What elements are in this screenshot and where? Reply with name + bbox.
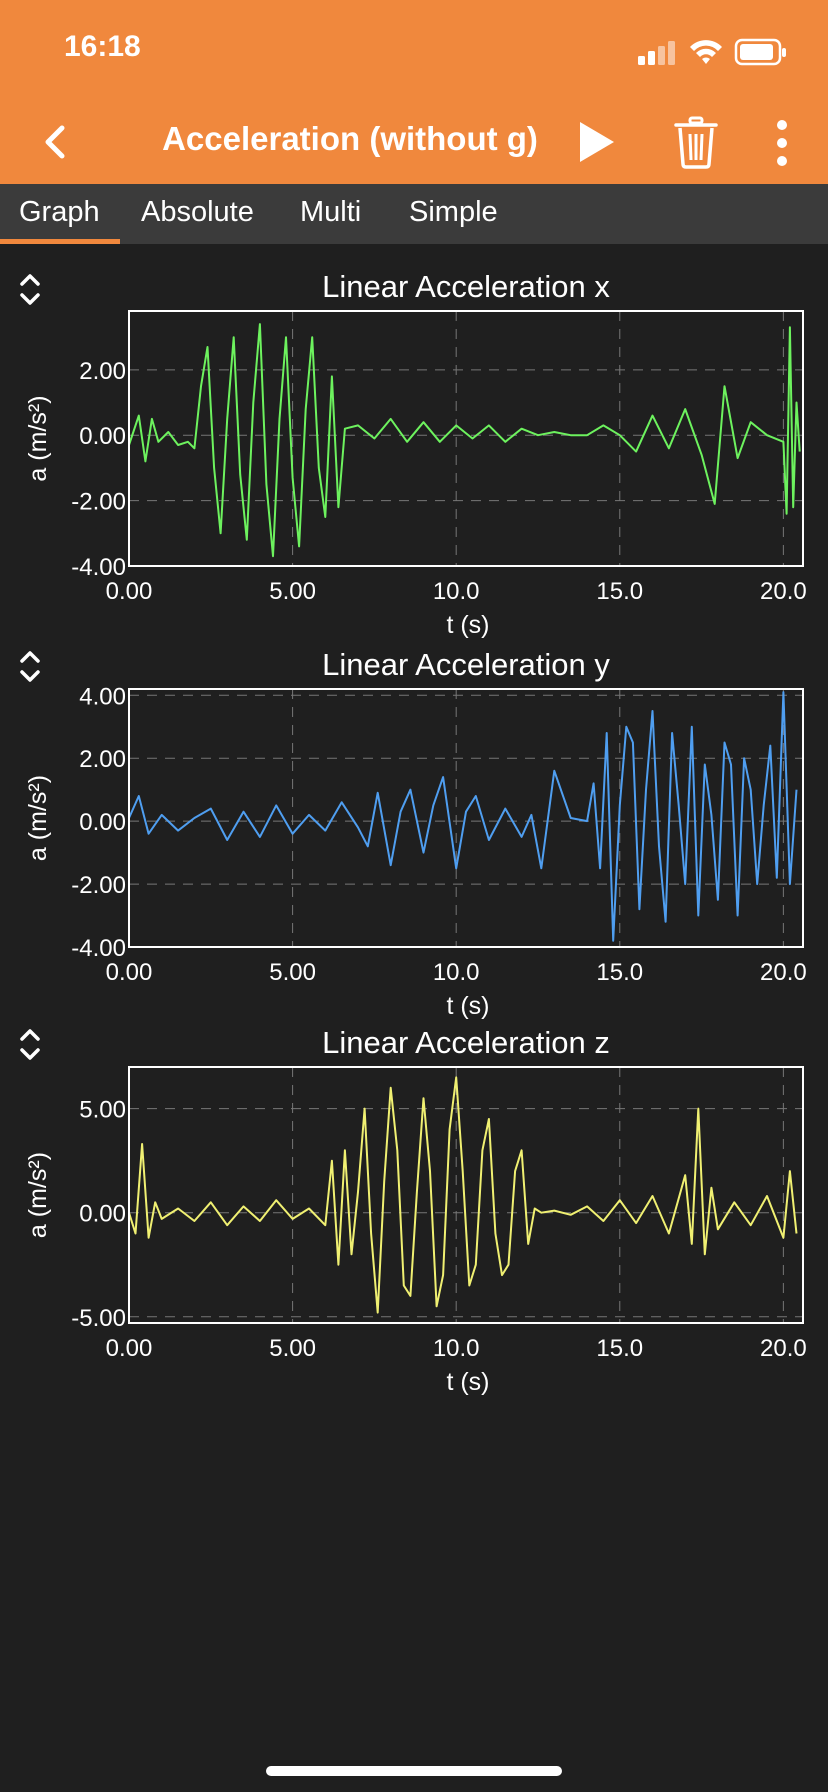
plot-frame	[128, 688, 804, 948]
series-line	[128, 691, 798, 942]
plot-frame	[128, 1066, 804, 1324]
x-tick-label: 0.00	[106, 1335, 153, 1362]
x-axis-title: t (s)	[446, 611, 489, 639]
delete-button[interactable]	[670, 114, 722, 170]
trash-icon	[674, 116, 718, 169]
cellular-signal-icon	[638, 41, 675, 65]
expand-collapse-icon[interactable]	[20, 274, 40, 305]
y-tick-label: 5.00	[79, 1097, 126, 1124]
x-tick-label: 5.00	[269, 1335, 316, 1362]
x-tick-label: 15.0	[596, 578, 643, 605]
x-tick-label: 0.00	[106, 578, 153, 605]
more-options-button[interactable]	[770, 116, 794, 170]
tab-absolute[interactable]: Absolute	[141, 196, 254, 228]
home-indicator	[266, 1766, 562, 1776]
chart-title: Linear Acceleration x	[322, 269, 610, 304]
play-button[interactable]	[572, 118, 620, 166]
tab-graph[interactable]: Graph	[19, 196, 100, 228]
tab-multi[interactable]: Multi	[300, 196, 362, 228]
x-tick-label: 10.0	[433, 1335, 480, 1362]
status-icons	[618, 34, 798, 74]
tab-simple[interactable]: Simple	[409, 196, 498, 228]
chart-z: Linear Acceleration z 0.00 5.00 10.0 15.0 20.…	[20, 1025, 807, 1396]
chart-y: Linear Acceleration y 0.00 5.00 10.0 15.0 20.…	[20, 647, 807, 1020]
chart-title: Linear Acceleration z	[322, 1025, 610, 1060]
app-bar: Acceleration (without g)	[0, 100, 828, 184]
status-time: 16:18	[64, 30, 141, 63]
battery-icon	[734, 38, 786, 66]
chart-title: Linear Acceleration y	[322, 647, 610, 682]
x-tick-label: 5.00	[269, 578, 316, 605]
x-axis-title: t (s)	[446, 992, 489, 1020]
more-vertical-icon	[777, 120, 787, 166]
x-tick-label: 20.0	[760, 959, 807, 986]
y-tick-label: 0.00	[79, 1201, 126, 1228]
y-tick-label: -4.00	[71, 935, 126, 962]
series-line	[128, 323, 801, 558]
chevron-left-icon	[45, 125, 65, 159]
play-icon	[580, 122, 614, 162]
y-tick-label: 4.00	[79, 683, 126, 710]
y-axis-title: a (m/s²)	[24, 395, 52, 481]
x-tick-label: 20.0	[760, 578, 807, 605]
x-axis-title: t (s)	[446, 1368, 489, 1396]
status-bar: 16:18	[0, 0, 828, 100]
y-tick-label: -4.00	[71, 554, 126, 581]
y-tick-label: 0.00	[79, 809, 126, 836]
chart-x: Linear Acceleration x 0.00 5.00 10.0 15.0 20.…	[20, 269, 807, 639]
y-tick-label: -5.00	[71, 1305, 126, 1332]
x-tick-label: 15.0	[596, 959, 643, 986]
page-title: Acceleration (without g)	[162, 120, 538, 157]
back-button[interactable]	[36, 118, 76, 166]
active-tab-indicator	[0, 239, 120, 244]
tab-bar: Graph Absolute Multi Simple	[0, 184, 828, 244]
x-tick-label: 0.00	[106, 959, 153, 986]
x-tick-label: 20.0	[760, 1335, 807, 1362]
y-tick-label: 2.00	[79, 358, 126, 385]
y-tick-label: 2.00	[79, 746, 126, 773]
y-axis-title: a (m/s²)	[24, 1152, 52, 1238]
x-tick-label: 10.0	[433, 578, 480, 605]
x-tick-label: 15.0	[596, 1335, 643, 1362]
expand-collapse-icon[interactable]	[20, 651, 40, 682]
x-tick-label: 5.00	[269, 959, 316, 986]
charts-area: Linear Acceleration x 0.00 5.00 10.0 15.0 20.…	[20, 269, 807, 1396]
y-axis-title: a (m/s²)	[24, 775, 52, 861]
expand-collapse-icon[interactable]	[20, 1029, 40, 1060]
y-tick-label: 0.00	[79, 423, 126, 450]
x-tick-label: 10.0	[433, 959, 480, 986]
y-tick-label: -2.00	[71, 872, 126, 899]
series-line	[128, 1076, 798, 1314]
wifi-icon	[690, 40, 722, 64]
y-tick-label: -2.00	[71, 489, 126, 516]
plot-frame	[128, 310, 804, 567]
